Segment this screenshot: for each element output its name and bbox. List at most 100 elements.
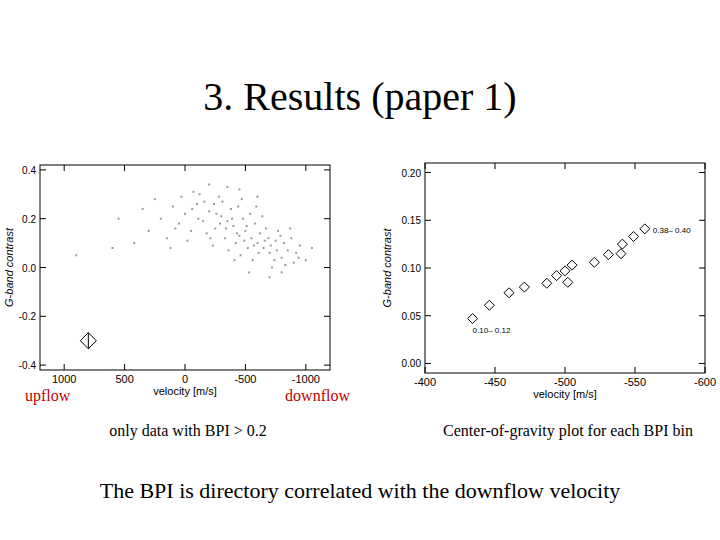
y-tick-label: 0.10 [402, 263, 422, 274]
point [629, 232, 639, 242]
marker-outline [80, 333, 96, 349]
point [519, 282, 529, 292]
point [589, 257, 599, 267]
plot-frame [40, 165, 330, 370]
point [206, 232, 208, 234]
point [160, 218, 162, 220]
point [112, 247, 114, 249]
point [196, 203, 198, 205]
point [208, 184, 210, 186]
caption: Center-of-gravity plot for each BPI bin [443, 422, 693, 440]
y-tick-label: 0.20 [402, 168, 422, 179]
point [228, 249, 230, 251]
y-tick-label: 0.00 [402, 358, 422, 369]
point [235, 242, 237, 244]
y-tick [425, 315, 431, 316]
point [252, 259, 254, 261]
point [563, 277, 573, 287]
y-tick [699, 172, 705, 173]
point [257, 196, 259, 198]
x-tick [705, 367, 706, 373]
point [640, 224, 650, 234]
point [197, 218, 199, 220]
x-tick [565, 367, 566, 373]
point [212, 245, 214, 247]
y-tick-label: 0.15 [402, 215, 422, 226]
point [80, 333, 96, 349]
point [617, 239, 627, 249]
y-tick [324, 316, 330, 317]
y-tick-label: 0.05 [402, 311, 422, 322]
point [287, 249, 289, 251]
point [305, 259, 307, 261]
x-tick [635, 163, 636, 169]
point [298, 257, 300, 259]
x-tick-label: -500 [554, 376, 576, 388]
y-tick [40, 218, 46, 219]
point [284, 264, 286, 266]
y-tick [324, 218, 330, 219]
x-tick [305, 364, 306, 370]
x-tick-label: -1000 [292, 373, 320, 385]
x-tick [425, 367, 426, 373]
point [75, 254, 77, 256]
x-tick-label: 0 [182, 373, 188, 385]
chart: 10005000-500-10000.40.20.0-0.2-0.4veloci… [3, 165, 351, 440]
point [246, 225, 248, 227]
point [616, 249, 626, 259]
x-tick [425, 163, 426, 169]
point [299, 245, 301, 247]
point [560, 266, 570, 276]
point [265, 227, 267, 229]
y-tick [40, 169, 46, 170]
y-tick [40, 365, 46, 366]
y-tick [324, 365, 330, 366]
point [247, 247, 249, 249]
point [238, 235, 240, 237]
x-tick-label: -600 [694, 376, 716, 388]
y-axis-label: G-band contrast [3, 227, 15, 307]
point [258, 252, 260, 254]
x-tick-label: -450 [484, 376, 506, 388]
point [270, 245, 272, 247]
point [241, 198, 243, 200]
x-tick [185, 364, 186, 370]
point [242, 218, 244, 220]
point [221, 201, 223, 203]
x-tick [705, 163, 706, 169]
point [142, 208, 144, 210]
point [191, 208, 193, 210]
point [180, 196, 182, 198]
point [295, 252, 297, 254]
data-layer [75, 184, 313, 349]
point [203, 201, 205, 203]
point [293, 262, 295, 264]
caption: only data with BPI > 0.2 [109, 422, 266, 440]
point [213, 203, 215, 205]
point [271, 267, 273, 269]
point [289, 227, 291, 229]
slide: 3. Results (paper 1)The BPI is directory… [0, 0, 720, 540]
point [209, 237, 211, 239]
annotation: downflow [285, 387, 350, 404]
y-tick [40, 267, 46, 268]
slide-title: 3. Results (paper 1) [203, 74, 516, 119]
point [219, 223, 221, 225]
point [190, 230, 192, 232]
point [281, 271, 283, 273]
x-tick [64, 364, 65, 370]
point [253, 245, 255, 247]
point [249, 213, 251, 215]
x-tick [495, 163, 496, 169]
point [118, 218, 120, 220]
y-tick-label: 0.0 [22, 263, 36, 274]
y-tick [324, 169, 330, 170]
y-tick [699, 363, 705, 364]
point [279, 235, 281, 237]
x-tick [495, 367, 496, 373]
point [236, 232, 238, 234]
x-axis-label: velocity [m/s] [153, 385, 217, 397]
point [238, 188, 240, 190]
point [264, 240, 266, 242]
point [237, 205, 239, 207]
